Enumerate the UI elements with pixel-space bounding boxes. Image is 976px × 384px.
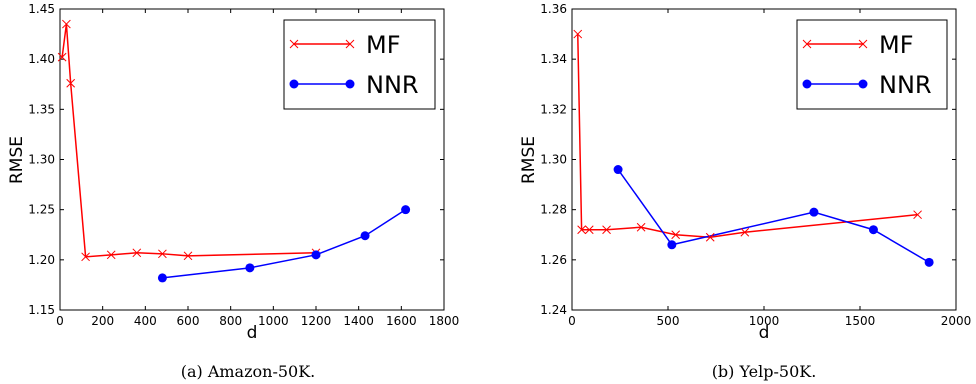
- series-nnr-point: [360, 231, 370, 241]
- x-axis-label: d: [247, 323, 258, 343]
- legend-nnr-label: NNR: [879, 71, 932, 99]
- legend-mf-label: MF: [879, 31, 914, 59]
- y-tick-label: 1.30: [28, 153, 55, 167]
- legend: MF NNR: [796, 19, 948, 110]
- x-tick-label: 2000: [941, 314, 972, 328]
- series-nnr-point: [924, 257, 934, 267]
- x-tick-label: 200: [91, 314, 114, 328]
- legend-mf-marker-left: [289, 39, 299, 49]
- x-tick-label: 1600: [386, 314, 417, 328]
- legend-mf-marker-right: [858, 39, 868, 49]
- y-tick-label: 1.28: [540, 203, 567, 217]
- y-tick-label: 1.25: [28, 203, 55, 217]
- legend-nnr-label: NNR: [366, 71, 419, 99]
- series-markers: [57, 19, 411, 283]
- legend-box: [796, 19, 948, 110]
- legend-mf-label: MF: [366, 31, 401, 59]
- series-mf-point: [671, 230, 681, 240]
- series-mf-point: [106, 250, 116, 260]
- series-mf-point: [705, 232, 715, 242]
- y-tick-label: 1.32: [540, 102, 567, 116]
- series-mf-point: [584, 225, 594, 235]
- series-nnr-point: [157, 273, 167, 283]
- series-mf-point: [636, 222, 646, 232]
- series-mf-point: [573, 29, 583, 39]
- series-mf-point: [183, 251, 193, 261]
- series-nnr-point: [809, 207, 819, 217]
- series-nnr-point: [245, 263, 255, 273]
- x-tick-label: 500: [657, 314, 680, 328]
- x-tick-label: 800: [219, 314, 242, 328]
- y-tick-label: 1.36: [540, 2, 567, 16]
- series-mf-point: [577, 225, 586, 235]
- y-tick-label: 1.40: [28, 52, 55, 66]
- series-mf-point: [81, 252, 90, 262]
- legend-nnr-marker-right: [345, 79, 355, 89]
- y-ticks: 1.24 1.26 1.28 1.30 1.32 1.34 1.36: [540, 2, 956, 317]
- legend-nnr-marker-left: [802, 79, 812, 89]
- series-nnr-point: [667, 240, 677, 250]
- x-tick-label: 400: [134, 314, 157, 328]
- y-tick-label: 1.24: [540, 303, 567, 317]
- legend-nnr-marker-right: [858, 79, 868, 89]
- series-mf-point: [158, 249, 167, 259]
- x-tick-label: 600: [177, 314, 200, 328]
- x-tick-label: 1500: [845, 314, 876, 328]
- x-tick-label: 0: [56, 314, 64, 328]
- legend-nnr-marker-left: [289, 79, 299, 89]
- legend-box: [283, 19, 436, 110]
- x-tick-label: 1800: [429, 314, 460, 328]
- legend: MF NNR: [283, 19, 436, 110]
- panel-amazon: 1.15 1.20 1.25 1.30 1.35 1.40 1.45 0 200 400 600 8…: [7, 2, 459, 381]
- y-tick-label: 1.35: [28, 102, 55, 116]
- panel-yelp: 1.24 1.26 1.28 1.30 1.32 1.34 1.36 0 500 1000 150…: [519, 2, 971, 381]
- x-axis-label: d: [759, 323, 770, 343]
- y-tick-label: 1.45: [28, 2, 55, 16]
- x-ticks: 0 200 400 600 800 1000 1200 1400 1600 1800: [56, 9, 459, 328]
- series-nnr-point: [613, 165, 623, 175]
- series-mf-point: [132, 248, 142, 258]
- caption-b: (b) Yelp-50K.: [712, 362, 817, 381]
- y-axis-label: RMSE: [7, 136, 27, 184]
- y-tick-label: 1.26: [540, 253, 567, 267]
- legend-mf-marker-right: [345, 39, 355, 49]
- y-tick-label: 1.34: [540, 52, 567, 66]
- series-mf-point: [913, 210, 922, 220]
- y-tick-label: 1.20: [28, 253, 55, 267]
- x-tick-label: 1400: [343, 314, 374, 328]
- legend-mf-marker-left: [802, 39, 812, 49]
- caption-a: (a) Amazon-50K.: [181, 362, 316, 381]
- x-tick-label: 1200: [301, 314, 332, 328]
- x-tick-label: 1000: [258, 314, 289, 328]
- series-mf-point: [740, 227, 750, 237]
- series-nnr-point: [401, 205, 411, 215]
- series-mf-point: [57, 52, 67, 62]
- series-nnr-point: [311, 250, 321, 260]
- y-axis-label: RMSE: [519, 136, 539, 184]
- series-mf-point: [66, 78, 76, 88]
- x-ticks: 0 500 1000 1500 2000: [568, 9, 971, 328]
- series-markers: [573, 29, 934, 267]
- y-tick-label: 1.15: [28, 303, 55, 317]
- series-mf-point: [602, 225, 611, 235]
- series-mf-point: [62, 19, 71, 29]
- x-tick-label: 1000: [749, 314, 780, 328]
- y-tick-label: 1.30: [540, 153, 567, 167]
- x-tick-label: 0: [568, 314, 576, 328]
- series-nnr-point: [868, 225, 878, 235]
